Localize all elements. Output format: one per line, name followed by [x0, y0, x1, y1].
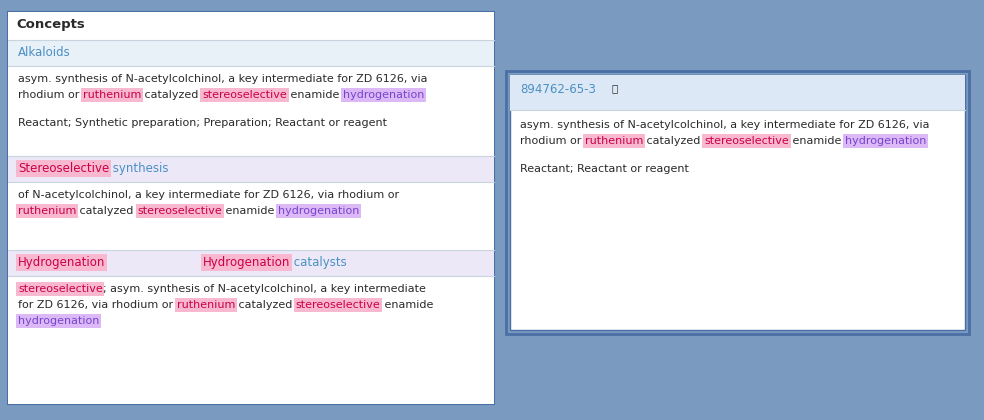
- Text: Alkaloids: Alkaloids: [18, 46, 71, 59]
- Text: 🔍: 🔍: [612, 83, 618, 93]
- Bar: [8, 40, 494, 66]
- Bar: [510, 75, 965, 330]
- Bar: [506, 71, 969, 334]
- Text: catalyzed: catalyzed: [77, 206, 137, 216]
- Text: Stereoselective: Stereoselective: [18, 162, 109, 175]
- Text: ruthenium: ruthenium: [83, 90, 142, 100]
- Text: stereoselective: stereoselective: [137, 206, 222, 216]
- Text: Hydrogenation: Hydrogenation: [18, 256, 105, 269]
- Text: for ZD 6126, via rhodium or: for ZD 6126, via rhodium or: [18, 300, 176, 310]
- Bar: [8, 250, 494, 276]
- Text: hydrogenation: hydrogenation: [277, 206, 359, 216]
- Text: rhodium or: rhodium or: [520, 136, 584, 146]
- Text: Hydrogenation: Hydrogenation: [203, 256, 290, 269]
- Text: enamide: enamide: [381, 300, 433, 310]
- Bar: [8, 66, 494, 156]
- Text: Reactant; Reactant or reagent: Reactant; Reactant or reagent: [520, 164, 689, 174]
- Text: ruthenium: ruthenium: [18, 206, 77, 216]
- Text: of N-acetylcolchinol, a key intermediate for ZD 6126, via rhodium or: of N-acetylcolchinol, a key intermediate…: [18, 190, 400, 200]
- Text: 894762-65-3: 894762-65-3: [520, 83, 596, 96]
- Text: enamide: enamide: [222, 206, 277, 216]
- Text: catalyzed: catalyzed: [142, 90, 202, 100]
- Text: rhodium or: rhodium or: [18, 90, 83, 100]
- Text: stereoselective: stereoselective: [202, 90, 287, 100]
- Text: Concepts: Concepts: [16, 18, 85, 31]
- Text: enamide: enamide: [789, 136, 844, 146]
- Text: stereoselective: stereoselective: [296, 300, 381, 310]
- Text: hydrogenation: hydrogenation: [18, 316, 99, 326]
- Text: hydrogenation: hydrogenation: [342, 90, 424, 100]
- Text: synthesis: synthesis: [109, 162, 168, 175]
- Bar: [8, 276, 494, 404]
- Text: catalyzed: catalyzed: [644, 136, 705, 146]
- Text: asym. synthesis of N-acetylcolchinol, a key intermediate for ZD 6126, via: asym. synthesis of N-acetylcolchinol, a …: [520, 120, 930, 130]
- Text: hydrogenation: hydrogenation: [844, 136, 926, 146]
- Text: Reactant; Synthetic preparation; Preparation; Reactant or reagent: Reactant; Synthetic preparation; Prepara…: [18, 118, 387, 128]
- Text: ; asym. synthesis of N-acetylcolchinol, a key intermediate: ; asym. synthesis of N-acetylcolchinol, …: [102, 284, 426, 294]
- Text: enamide: enamide: [287, 90, 342, 100]
- Bar: [8, 12, 494, 404]
- Bar: [8, 156, 494, 182]
- Bar: [8, 12, 494, 40]
- Text: stereoselective: stereoselective: [18, 284, 102, 294]
- Text: ruthenium: ruthenium: [176, 300, 235, 310]
- Text: asym. synthesis of N-acetylcolchinol, a key intermediate for ZD 6126, via: asym. synthesis of N-acetylcolchinol, a …: [18, 74, 427, 84]
- Text: catalysts: catalysts: [290, 256, 347, 269]
- Bar: [510, 75, 965, 110]
- Bar: [8, 182, 494, 250]
- Text: ruthenium: ruthenium: [584, 136, 644, 146]
- Text: catalyzed: catalyzed: [235, 300, 296, 310]
- Text: stereoselective: stereoselective: [705, 136, 789, 146]
